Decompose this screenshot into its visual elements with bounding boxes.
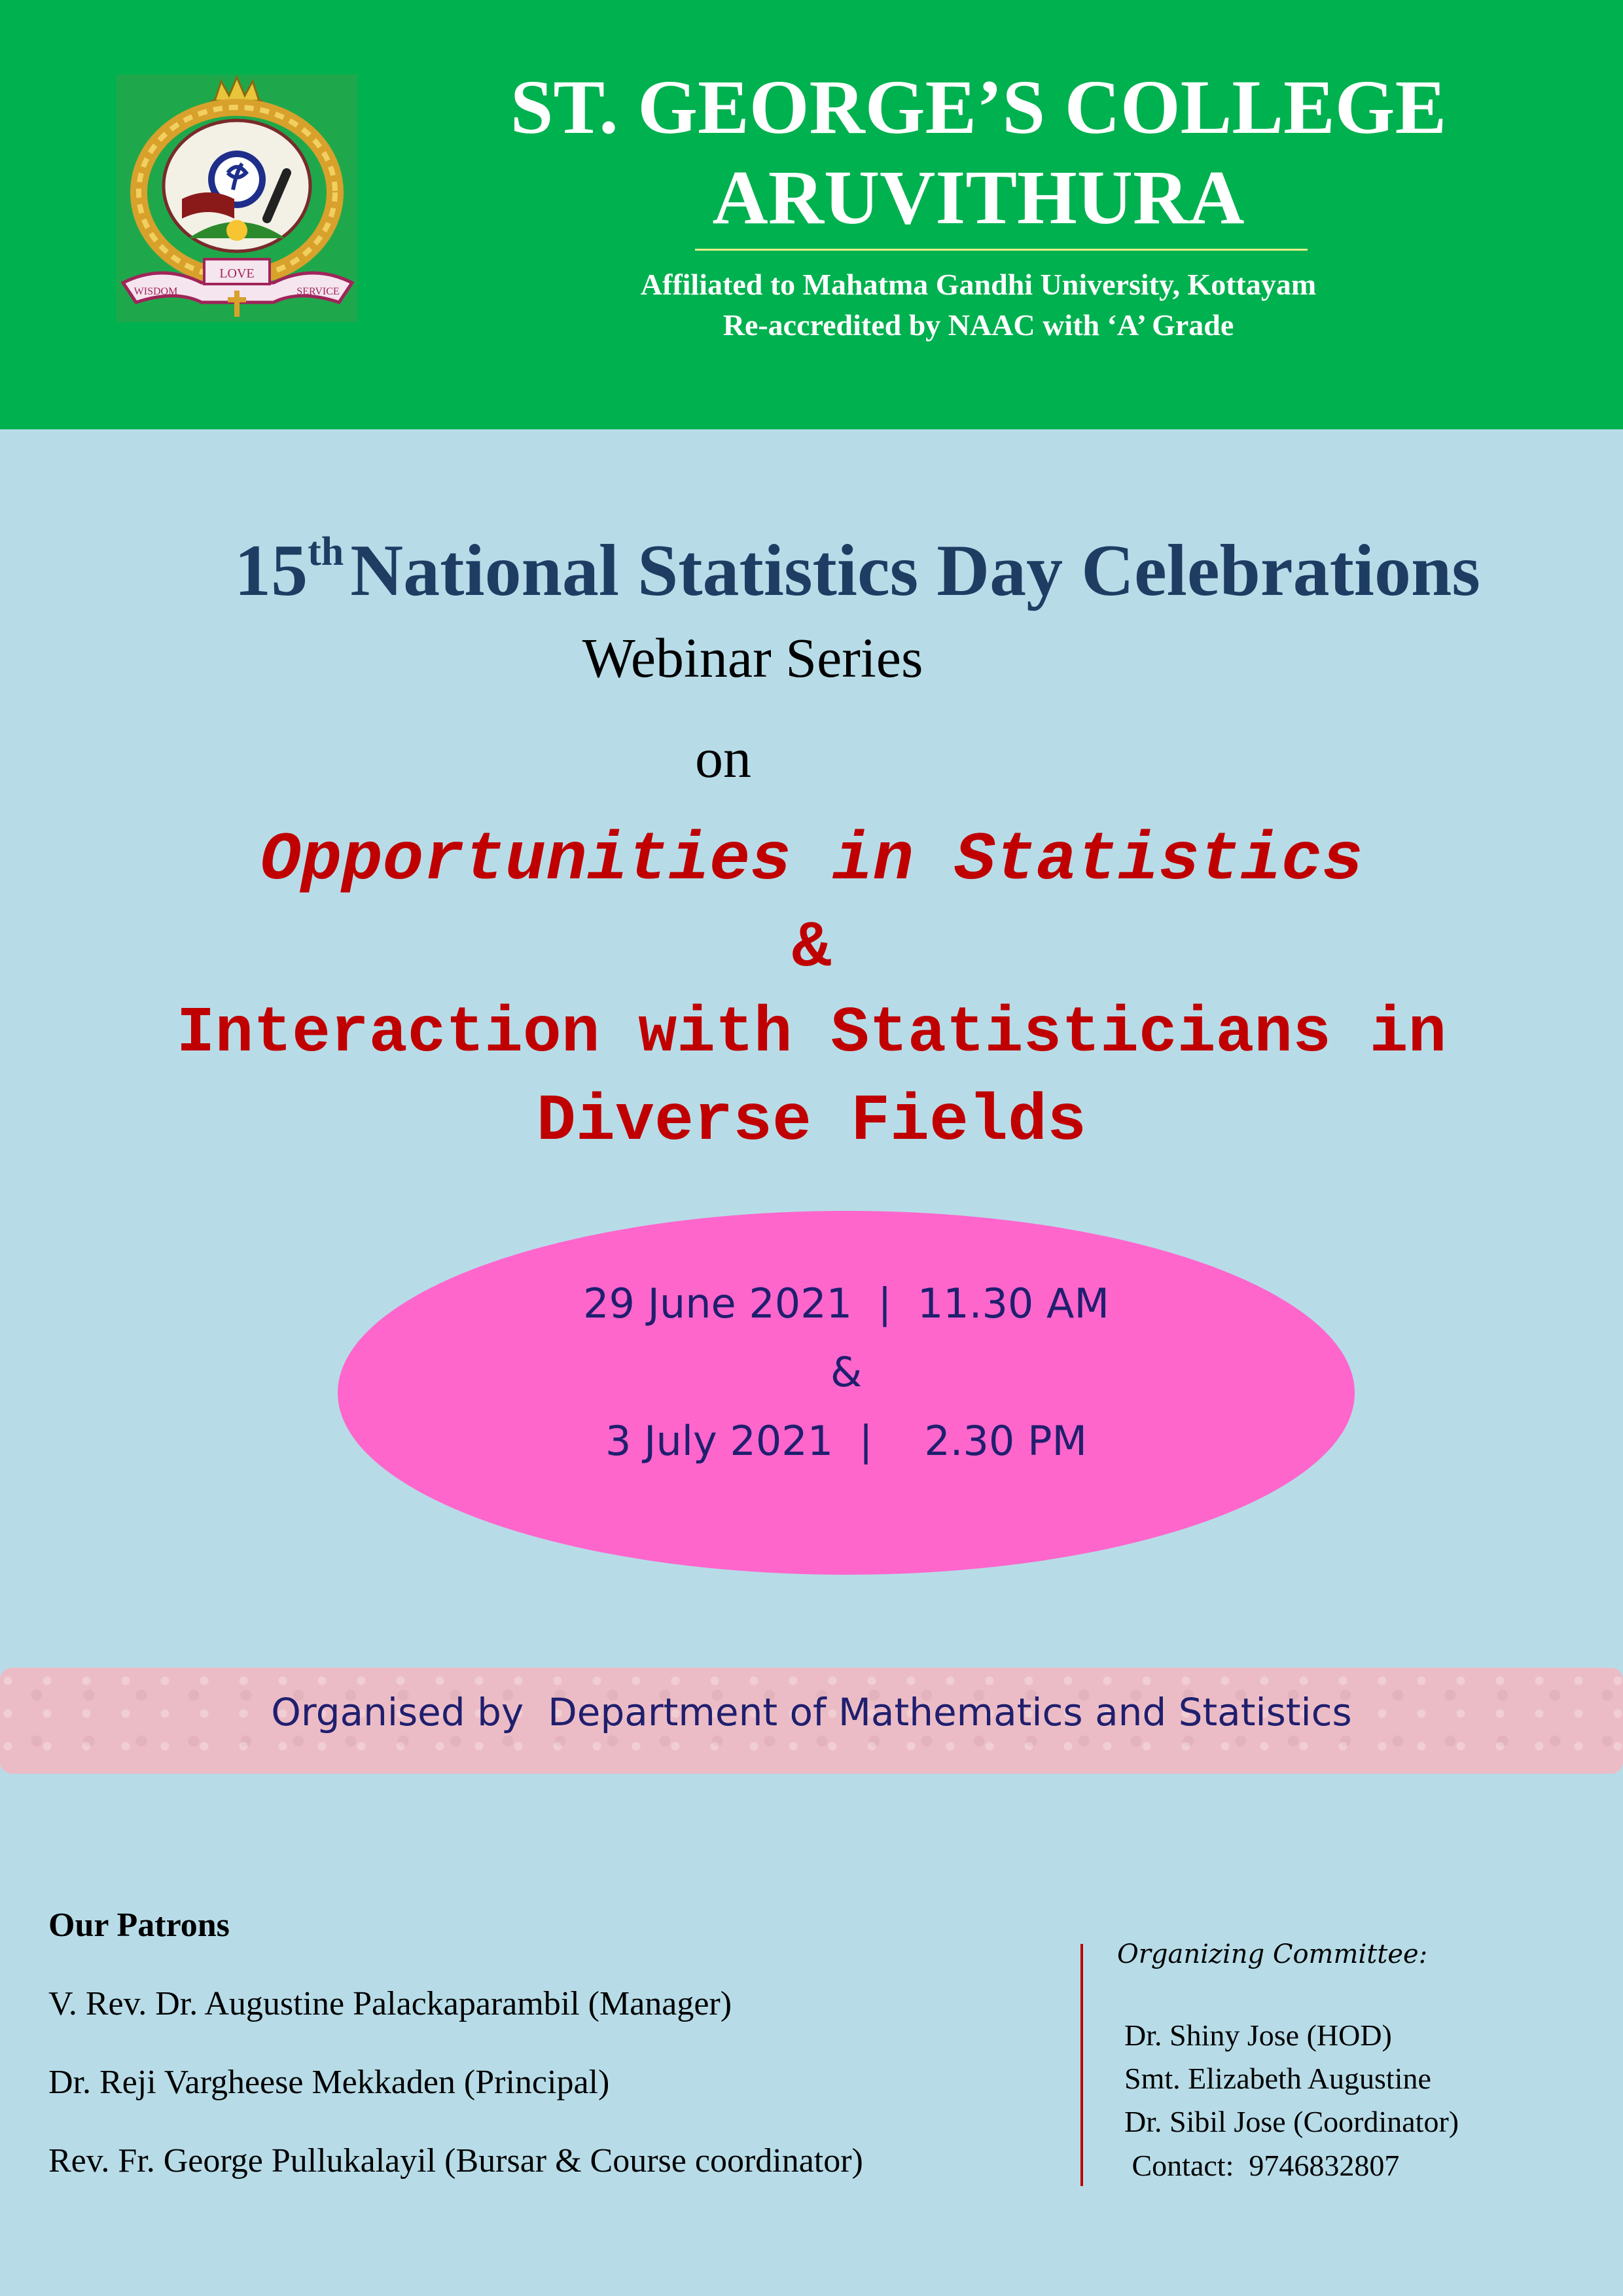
committee-member: Smt. Elizabeth Augustine [1124,2062,1431,2095]
webinar-series-label: Webinar Series [582,626,923,689]
affiliation-block: Affiliated to Mahatma Gandhi University,… [393,264,1564,346]
schedule-ellipse [338,1211,1355,1575]
college-header: LOVE WISDOM SERVICE ST. GEORGE’S COLLEGE… [0,0,1623,429]
topic-line-3: Interaction with Statisticians in [176,997,1447,1070]
event-title-text: National Statistics Day Celebrations [350,530,1480,611]
event-title: 15thNational Statistics Day Celebrations [0,509,1623,613]
college-name-line2: ARUVITHURA [712,154,1245,240]
connector-on: on [695,726,751,789]
event-number: 15 [234,530,308,611]
schedule-connector: & [830,1348,863,1396]
schedule-date-2: 3 July 2021 | 2.30 PM [605,1417,1087,1465]
patron-item: Dr. Reji Vargheese Mekkaden (Principal) [48,2064,610,2101]
topic-line-2: & [791,912,831,986]
patron-item: V. Rev. Dr. Augustine Palackaparambil (M… [48,1985,732,2022]
logo-motto-wisdom: WISDOM [134,286,178,297]
organiser-text: Organised by Department of Mathematics a… [271,1690,1352,1734]
patrons-heading: Our Patrons [48,1907,230,1944]
committee-contact: Contact: 9746832807 [1124,2149,1400,2182]
event-number-suffix: th [308,529,344,574]
committee-member: Dr. Sibil Jose (Coordinator) [1124,2105,1459,2138]
committee-divider [1080,1944,1083,2186]
header-divider [695,249,1308,251]
topic-line-4: Diverse Fields [536,1085,1087,1159]
college-emblem-logo: LOVE WISDOM SERVICE [116,75,357,322]
affiliation-text: Affiliated to Mahatma Gandhi University,… [640,268,1317,301]
logo-motto-service: SERVICE [296,286,339,297]
patron-item: Rev. Fr. George Pullukalayil (Bursar & C… [48,2142,863,2179]
organiser-band [0,1668,1623,1774]
logo-motto-love: LOVE [219,266,254,281]
committee-member: Dr. Shiny Jose (HOD) [1124,2018,1392,2052]
college-name-line1: ST. GEORGE’S COLLEGE [510,64,1447,150]
schedule-date-1: 29 June 2021 | 11.30 AM [583,1280,1109,1327]
committee-heading: Organizing Committee: [1117,1939,1428,1969]
topic-line-1: Opportunities in Statistics [260,822,1363,899]
accreditation-text: Re-accredited by NAAC with ‘A’ Grade [722,308,1234,342]
college-name: ST. GEORGE’S COLLEGE ARUVITHURA [393,62,1564,243]
